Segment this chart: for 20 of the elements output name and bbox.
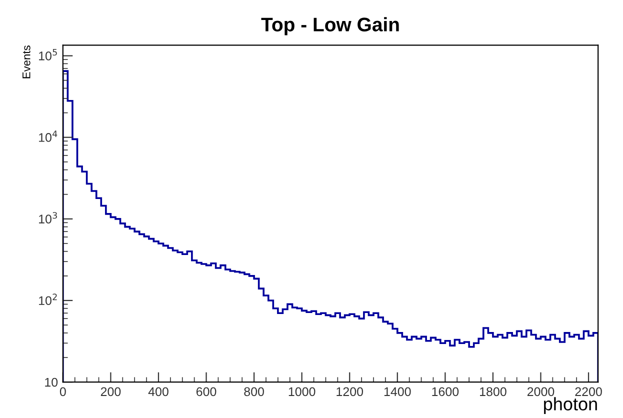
x-axis-title: photon <box>544 397 597 414</box>
x-tick-label: 400 <box>148 387 168 396</box>
x-tick-label: 1400 <box>384 387 411 396</box>
y-tick-label: 10$^{3}$ <box>39 212 57 224</box>
y-tick-label: 10$^{4}$ <box>39 130 58 142</box>
y-tick-label: 10$^{2}$ <box>39 294 57 306</box>
x-tick-label: 200 <box>100 387 121 396</box>
x-tick-label: 1200 <box>336 387 364 396</box>
y-tick-label: 10 <box>45 378 58 387</box>
y-tick-label: 10$^{5}$ <box>39 49 57 60</box>
x-tick-label: 1600 <box>432 387 459 396</box>
x-tick-label: 1800 <box>480 387 506 396</box>
x-tick-label: 1000 <box>288 387 316 396</box>
x-tick-label: 0 <box>60 387 66 396</box>
x-tick-label: 600 <box>196 387 216 396</box>
x-tick-label: 800 <box>244 387 264 396</box>
chart-title: Top - Low Gain <box>261 17 399 36</box>
x-tick-label: 2000 <box>527 387 554 396</box>
y-axis-title: Events <box>22 46 30 78</box>
x-tick-label: 2200 <box>575 387 602 396</box>
